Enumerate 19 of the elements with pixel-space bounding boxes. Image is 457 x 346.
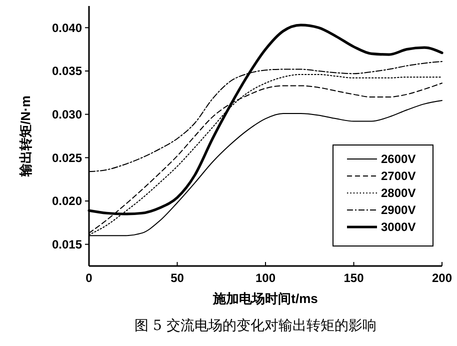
y-tick-label: 0.020 <box>52 194 82 208</box>
caption: 图 5 交流电场的变化对输出转矩的影响 <box>134 318 376 334</box>
legend-label: 2700V <box>381 169 416 184</box>
y-axis-title: 输出转矩/N·m <box>18 96 33 178</box>
x-tick-label: 150 <box>344 271 364 285</box>
x-tick-label: 100 <box>255 271 276 285</box>
legend-label: 2900V <box>381 203 416 218</box>
legend-label: 3000V <box>381 220 416 234</box>
legend-label: 2800V <box>381 186 416 200</box>
x-axis-title: 施加电场时间t/ms <box>212 291 318 306</box>
y-tick-label: 0.040 <box>52 20 82 35</box>
x-tick-label: 0 <box>86 271 93 285</box>
legend-label: 2600V <box>381 152 416 166</box>
y-tick-label: 0.035 <box>52 64 82 78</box>
x-tick-label: 200 <box>432 271 452 285</box>
y-tick-label: 0.015 <box>52 238 82 252</box>
y-tick-label: 0.030 <box>52 108 82 122</box>
x-tick-label: 50 <box>170 271 184 285</box>
y-tick-label: 0.025 <box>52 150 82 165</box>
